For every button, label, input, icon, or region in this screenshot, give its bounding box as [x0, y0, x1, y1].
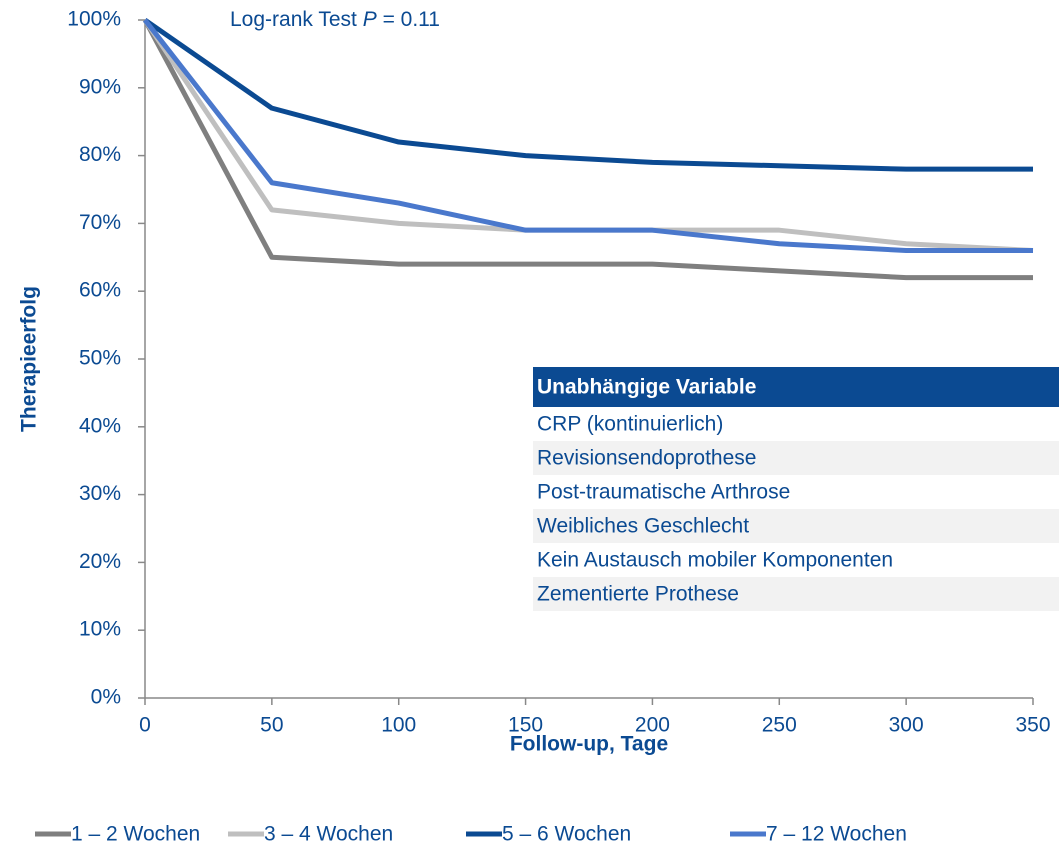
table-cell: Post-traumatische Arthrose	[537, 481, 790, 504]
annotation: Log-rank Test P = 0.11	[230, 8, 440, 31]
y-tick-label: 10%	[79, 618, 121, 641]
table-row-bg	[533, 577, 1059, 611]
series-line	[143, 18, 1033, 254]
annotation-suffix: = 0.11	[383, 8, 440, 31]
y-tick-label: 80%	[79, 143, 121, 166]
table-row-bg	[533, 441, 1059, 475]
annotation-italic: P	[363, 8, 377, 31]
x-tick-label: 50	[260, 714, 283, 737]
y-tick-label: 20%	[79, 550, 121, 573]
legend-label: 5 – 6 Wochen	[502, 823, 631, 846]
x-tick-label: 350	[1015, 714, 1050, 737]
table-row-bg	[533, 509, 1059, 543]
y-axis-label: Therapieerfolg	[18, 286, 41, 432]
legend-label: 1 – 2 Wochen	[71, 823, 200, 846]
x-tick-label: 150	[508, 714, 543, 737]
x-tick-label: 0	[139, 714, 151, 737]
table-cell: CRP (kontinuierlich)	[537, 413, 723, 436]
table-header: Unabhängige Variable	[537, 376, 756, 399]
series-line	[143, 17, 1033, 172]
y-tick-label: 60%	[79, 279, 121, 302]
table-row-bg	[533, 407, 1059, 441]
y-tick-label: 30%	[79, 482, 121, 505]
y-tick-label: 0%	[91, 686, 121, 709]
annotation-prefix: Log-rank Test	[230, 8, 357, 31]
x-axis-label: Follow-up, Tage	[510, 733, 668, 756]
x-tick-label: 200	[635, 714, 670, 737]
series-line	[142, 18, 1033, 281]
table-cell: Revisionsendoprothese	[537, 447, 756, 470]
x-tick-label: 100	[381, 714, 416, 737]
table-cell: Weibliches Geschlecht	[537, 515, 749, 538]
y-tick-label: 40%	[79, 414, 121, 437]
legend-label: 7 – 12 Wochen	[766, 823, 907, 846]
y-tick-label: 100%	[67, 8, 121, 31]
table-cell: Kein Austausch mobiler Komponenten	[537, 549, 893, 572]
table-cell: Zementierte Prothese	[537, 583, 739, 606]
series-line	[142, 18, 1034, 254]
x-tick-label: 250	[762, 714, 797, 737]
y-tick-label: 70%	[79, 211, 121, 234]
table-row-bg	[533, 475, 1059, 509]
table-row-bg	[533, 543, 1059, 577]
y-tick-label: 50%	[79, 347, 121, 370]
table-header-bg	[533, 367, 1059, 407]
y-tick-label: 90%	[79, 75, 121, 98]
x-tick-label: 300	[889, 714, 924, 737]
legend-label: 3 – 4 Wochen	[264, 823, 393, 846]
